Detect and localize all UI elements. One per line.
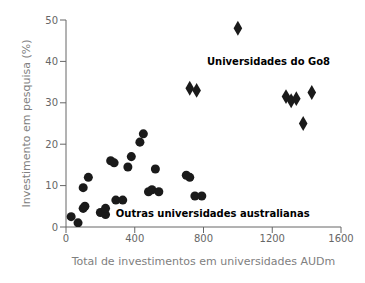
svg-text:50: 50 <box>45 15 58 26</box>
svg-text:Investimento em pesquisa (%): Investimento em pesquisa (%) <box>20 39 33 207</box>
svg-text:40: 40 <box>45 56 58 67</box>
svg-text:30: 30 <box>45 97 58 108</box>
svg-text:10: 10 <box>45 180 58 191</box>
svg-text:0: 0 <box>52 222 58 233</box>
svg-text:20: 20 <box>45 139 58 150</box>
svg-text:Outras universidades australia: Outras universidades australianas <box>116 208 310 219</box>
svg-text:Universidades do Go8: Universidades do Go8 <box>207 56 330 67</box>
svg-text:800: 800 <box>194 233 213 244</box>
svg-text:0: 0 <box>63 233 69 244</box>
svg-text:1600: 1600 <box>328 233 353 244</box>
svg-text:1200: 1200 <box>260 233 285 244</box>
svg-text:400: 400 <box>125 233 144 244</box>
svg-text:Total de investimentos em univ: Total de investimentos em universidades … <box>71 255 336 268</box>
